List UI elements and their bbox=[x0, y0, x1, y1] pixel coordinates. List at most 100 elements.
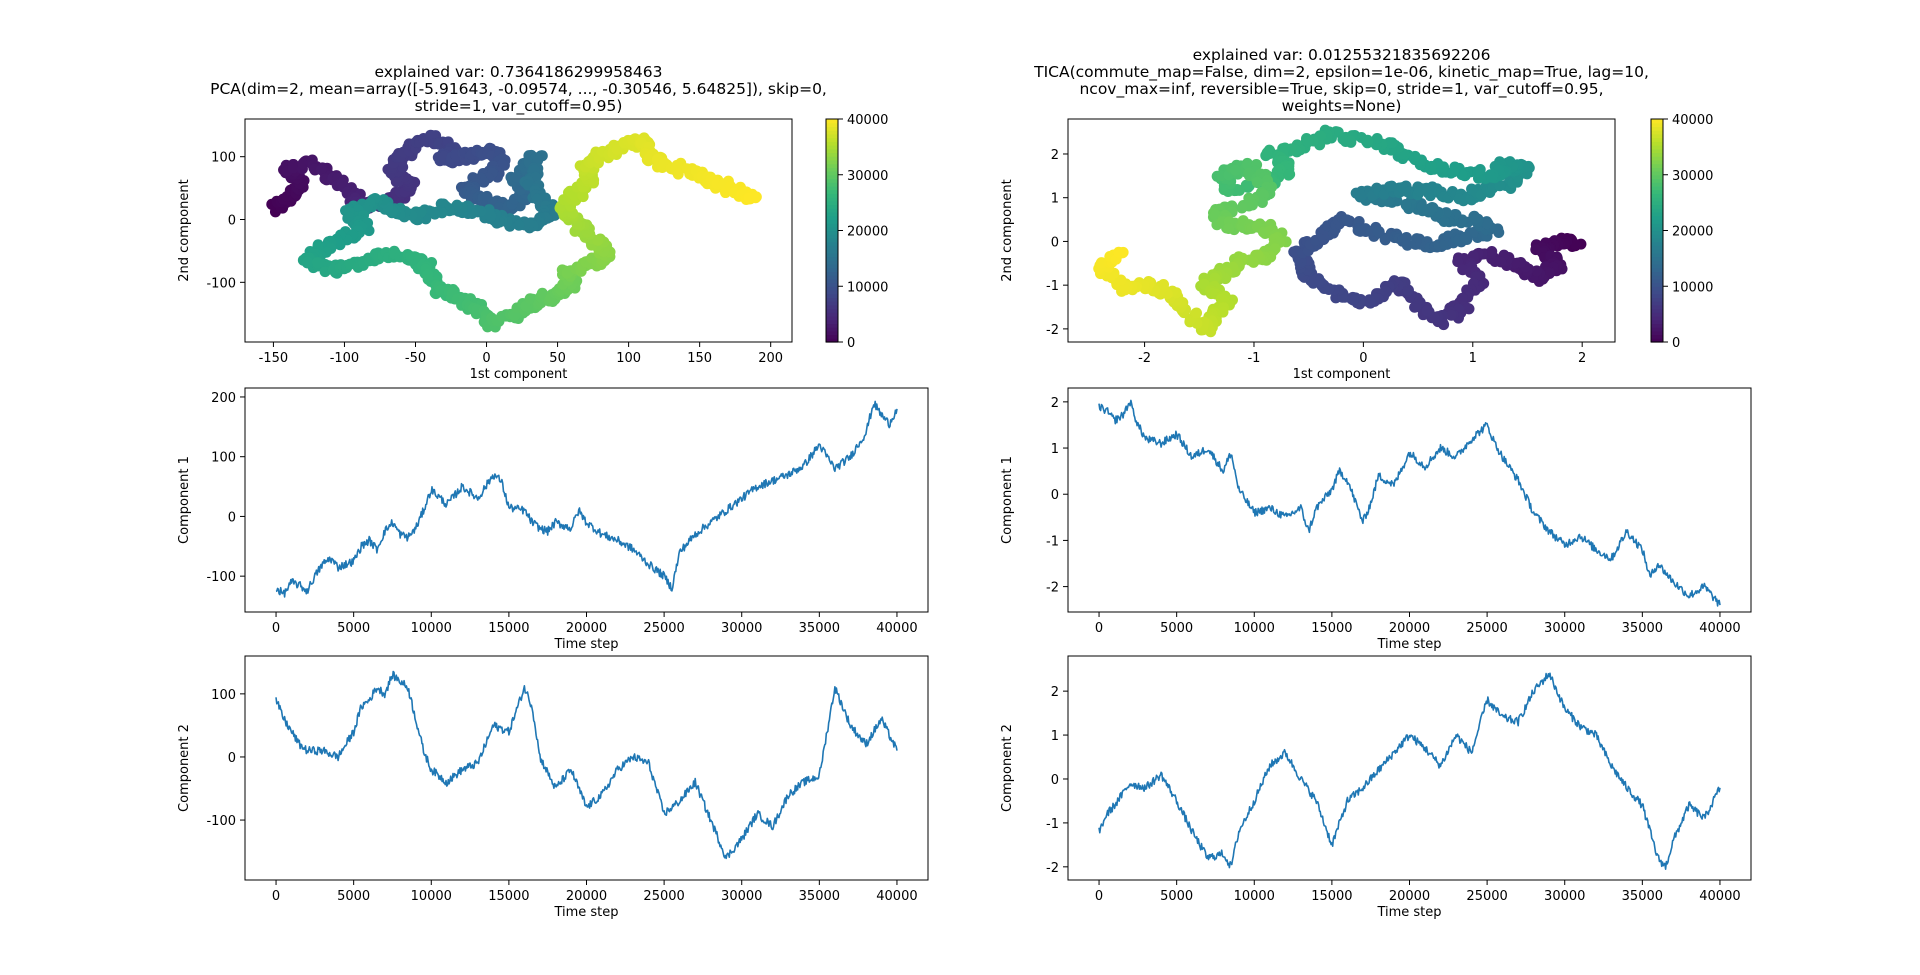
colorbar-segment bbox=[1651, 245, 1663, 250]
scatter-points bbox=[266, 129, 762, 333]
scatter-point bbox=[1396, 182, 1408, 194]
scatter-point bbox=[642, 153, 654, 165]
chart-title-line: explained var: 0.01255321835692206 bbox=[1193, 46, 1491, 64]
colorbar-tick-label: 10000 bbox=[1672, 280, 1713, 295]
x-tick-label: 20000 bbox=[566, 621, 607, 636]
colorbar-segment bbox=[1651, 282, 1663, 287]
colorbar-segment bbox=[1651, 219, 1663, 224]
x-tick-label: 20000 bbox=[566, 889, 607, 904]
scatter-point bbox=[1229, 164, 1241, 176]
series-line bbox=[1098, 672, 1721, 871]
colorbar-segment bbox=[826, 252, 838, 258]
x-tick-label: 10000 bbox=[1234, 621, 1275, 636]
colorbar-segment bbox=[826, 245, 838, 250]
scatter-point bbox=[1494, 180, 1506, 192]
y-axis-label: 2nd component bbox=[1000, 179, 1015, 281]
y-tick-label: -100 bbox=[206, 570, 236, 585]
colorbar-segment bbox=[826, 315, 838, 321]
x-axis-label: Time step bbox=[553, 905, 618, 920]
x-tick-label: 0 bbox=[272, 889, 280, 904]
scatter-point bbox=[1400, 198, 1412, 210]
colorbar-segment bbox=[826, 293, 838, 298]
scatter-point bbox=[1371, 132, 1383, 144]
x-axis-label: Time step bbox=[553, 637, 618, 652]
colorbar-tick-label: 30000 bbox=[847, 169, 888, 184]
y-tick-label: -1 bbox=[1046, 534, 1059, 549]
x-tick-label: 0 bbox=[272, 621, 280, 636]
scatter-point bbox=[1416, 201, 1428, 213]
colorbar-segment bbox=[1651, 319, 1663, 325]
colorbar-segment bbox=[826, 286, 838, 291]
x-tick-label: 25000 bbox=[1466, 621, 1507, 636]
colorbar-segment bbox=[826, 319, 838, 325]
colorbar-segment bbox=[1651, 130, 1663, 135]
x-tick-label: -50 bbox=[405, 351, 426, 366]
colorbar-tick-label: 0 bbox=[847, 336, 855, 351]
colorbar-segment bbox=[826, 119, 838, 124]
colorbar-segment bbox=[1651, 211, 1663, 217]
colorbar-segment bbox=[1651, 323, 1663, 328]
x-tick-label: 15000 bbox=[1311, 889, 1352, 904]
colorbar-segment bbox=[1651, 263, 1663, 269]
scatter-point bbox=[1191, 307, 1203, 319]
x-tick-label: -2 bbox=[1138, 351, 1151, 366]
scatter-point bbox=[302, 256, 314, 268]
colorbar-segment bbox=[826, 249, 838, 254]
series-line bbox=[1098, 399, 1721, 607]
colorbar-segment bbox=[826, 323, 838, 328]
colorbar-segment bbox=[826, 263, 838, 269]
colorbar-segment bbox=[1651, 230, 1663, 235]
colorbar-segment bbox=[826, 163, 838, 168]
colorbar-segment bbox=[1651, 308, 1663, 313]
colorbar-segment bbox=[1651, 171, 1663, 176]
y-axis-label: Component 1 bbox=[1000, 456, 1015, 544]
x-tick-label: 15000 bbox=[488, 889, 529, 904]
scatter-point bbox=[433, 138, 445, 150]
colorbar-segment bbox=[1651, 152, 1663, 157]
y-axis-label: Component 2 bbox=[1000, 724, 1015, 812]
colorbar-segment bbox=[826, 204, 838, 209]
chart-title-line: ncov_max=inf, reversible=True, skip=0, s… bbox=[1079, 80, 1603, 99]
colorbar-segment bbox=[826, 193, 838, 198]
scatter-point bbox=[1342, 215, 1354, 227]
scatter-point bbox=[287, 162, 299, 174]
scatter-point bbox=[536, 287, 548, 299]
colorbar-segment bbox=[1651, 182, 1663, 187]
colorbar-segment bbox=[1651, 163, 1663, 168]
scatter-point bbox=[1569, 238, 1581, 250]
colorbar-segment bbox=[826, 338, 838, 343]
scatter-point bbox=[750, 191, 762, 203]
pca-component-2-plot: 0 5000 10000 15000 20000 25000 30000 35000 40000… bbox=[177, 655, 929, 920]
colorbar-segment bbox=[826, 197, 838, 202]
colorbar-segment bbox=[826, 130, 838, 135]
colorbar-segment bbox=[1651, 174, 1663, 180]
colorbar-segment bbox=[826, 219, 838, 224]
colorbar-segment bbox=[1651, 286, 1663, 291]
scatter-point bbox=[315, 164, 327, 176]
y-tick-label: 200 bbox=[211, 391, 236, 406]
scatter-point bbox=[1313, 275, 1325, 287]
x-tick-label: 10000 bbox=[1234, 889, 1275, 904]
colorbar-segment bbox=[1651, 327, 1663, 332]
scatter-point bbox=[611, 144, 623, 156]
x-tick-label: 200 bbox=[758, 351, 783, 366]
x-tick-label: 15000 bbox=[1311, 621, 1352, 636]
y-tick-label: -2 bbox=[1046, 581, 1059, 596]
x-tick-label: 5000 bbox=[1160, 621, 1193, 636]
y-tick-label: -1 bbox=[1046, 817, 1059, 832]
colorbar-segment bbox=[1651, 200, 1663, 206]
x-tick-label: 25000 bbox=[1466, 889, 1507, 904]
colorbar-segment bbox=[826, 148, 838, 154]
colorbar-segment bbox=[1651, 330, 1663, 336]
x-tick-label: -150 bbox=[259, 351, 289, 366]
scatter-point bbox=[1378, 188, 1390, 200]
colorbar-segment bbox=[826, 260, 838, 265]
colorbar-segment bbox=[826, 308, 838, 313]
colorbar-segment bbox=[826, 334, 838, 339]
scatter-point bbox=[1113, 246, 1125, 258]
scatter-point bbox=[1283, 169, 1295, 181]
x-tick-label: 30000 bbox=[1544, 889, 1585, 904]
colorbar-segment bbox=[826, 301, 838, 306]
tica-component-2-plot: 0 5000 10000 15000 20000 25000 30000 35000 40000… bbox=[1000, 655, 1752, 920]
